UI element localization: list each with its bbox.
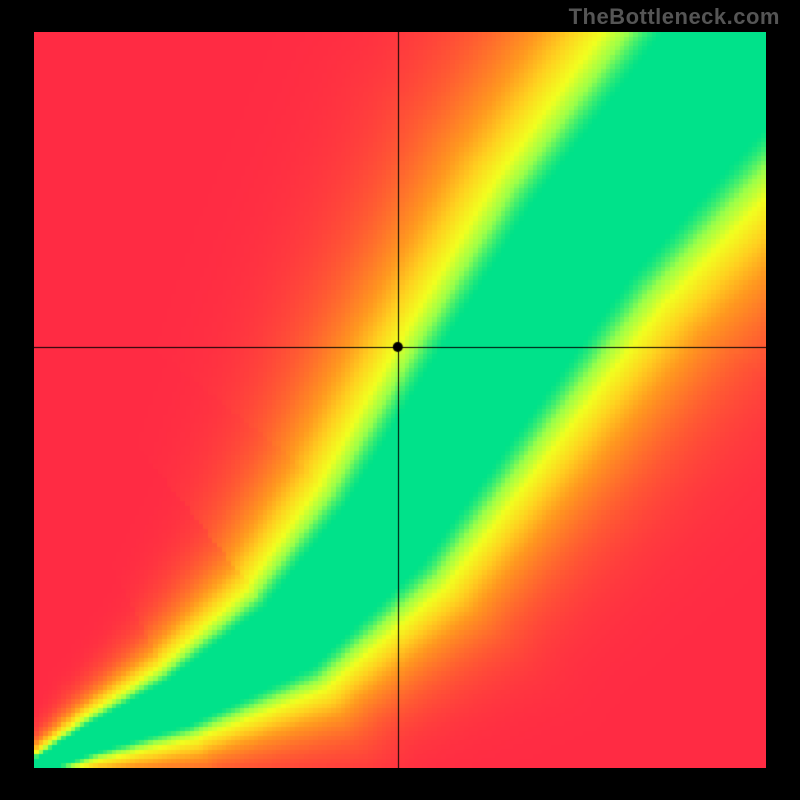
watermark-text: TheBottleneck.com [569, 4, 780, 30]
chart-container: TheBottleneck.com [0, 0, 800, 800]
bottleneck-heatmap [34, 32, 766, 768]
